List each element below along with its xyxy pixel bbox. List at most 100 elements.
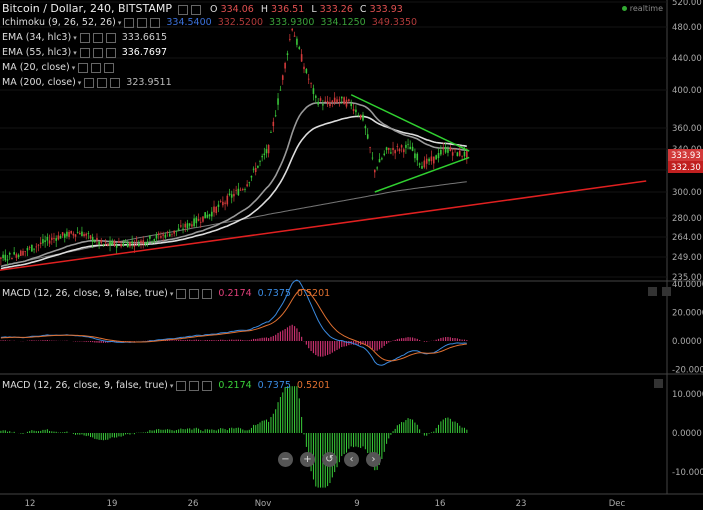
candle [286,50,289,61]
macd-legend[interactable]: MACD (12, 26, close, 9, false, true) ▾ 0.2… [2,287,330,301]
candle-body [329,102,331,107]
caret-down-icon[interactable]: ▾ [117,19,122,27]
macd-panel-2[interactable] [0,386,468,488]
macd-legend[interactable]: MACD (12, 26, close, 9, false, true) ▾ 0.2… [2,379,330,393]
maximize-panel-icon[interactable] [648,287,657,296]
candle-body [407,143,409,145]
candle [87,231,90,240]
candle-body [135,239,138,241]
candle-body [355,109,357,113]
candle [120,240,122,249]
candle-body [193,218,195,227]
candle-body [111,241,114,245]
close-icon[interactable] [202,288,213,299]
close-icon[interactable] [105,47,116,58]
collapse-panel-icon[interactable] [662,287,671,296]
candle-body [166,231,169,233]
settings-icon[interactable] [92,47,103,58]
candle-body [322,104,324,106]
candle-body [442,148,445,150]
indicator-legend[interactable]: EMA (55, hlc3) ▾ 336.7697 [2,46,167,60]
candle [184,221,187,232]
candle [411,142,414,152]
indicator-legend[interactable]: MA (200, close) ▾ 323.9511 [2,76,172,90]
candle-body [61,232,64,236]
caret-down-icon[interactable]: ▾ [71,64,76,72]
settings-icon[interactable] [137,17,148,28]
maximize-panel-icon[interactable] [654,379,663,388]
candle-body [133,245,136,247]
indicator-value: 334.1250 [320,17,366,28]
candle-body [98,241,100,245]
candle [213,200,215,217]
trendline-triangle-lower [374,156,470,193]
candle-body [175,230,178,232]
candle [0,257,2,266]
eye-icon[interactable] [84,77,95,88]
eye-icon[interactable] [79,32,90,43]
candle-body [63,234,66,238]
indicator-legend[interactable]: Ichimoku (9, 26, 52, 26) ▾ 334.5400 332.520… [2,16,417,30]
zoom-in-icon[interactable]: + [300,452,315,467]
eye-icon[interactable] [79,47,90,58]
candle [239,187,242,191]
candle-body [46,236,49,241]
candle [89,234,92,240]
candle [319,96,322,102]
macd-panel-1[interactable] [0,279,468,366]
candle-body [0,257,2,259]
settings-icon[interactable] [191,4,202,15]
candle-body [239,189,242,191]
price-tag: 333.93 [671,151,701,161]
caret-down-icon[interactable]: ▾ [169,290,174,298]
eye-icon[interactable] [176,380,187,391]
settings-icon[interactable] [189,380,200,391]
settings-icon[interactable] [189,288,200,299]
candle [42,233,44,246]
candle [254,162,257,176]
settings-icon[interactable] [97,77,108,88]
price-panel[interactable] [0,1,667,278]
candle [197,213,200,222]
caret-down-icon[interactable]: ▾ [77,79,82,87]
candle [164,232,167,240]
candle [100,237,103,245]
candle [17,253,20,260]
settings-icon[interactable] [91,62,102,73]
candle-body [124,241,127,243]
candle [298,45,301,50]
scroll-back-icon[interactable]: ‹ [344,452,359,467]
settings-icon[interactable] [92,32,103,43]
close-icon[interactable] [104,62,115,73]
close-icon[interactable] [105,32,116,43]
price-tick-label: 360.00 [672,124,702,134]
scroll-forward-icon[interactable]: › [366,452,381,467]
indicator-legend[interactable]: MA (20, close) ▾ [2,61,115,75]
eye-icon[interactable] [78,62,89,73]
eye-icon[interactable] [124,17,135,28]
candle [366,128,369,140]
time-tick-label: 16 [435,499,446,509]
zoom-out-icon[interactable]: − [278,452,293,467]
macd2-tick-label: -10.0000 [672,468,703,478]
indicator-legend[interactable]: EMA (34, hlc3) ▾ 333.6615 [2,31,167,45]
close-icon[interactable] [150,17,161,28]
candle-body [186,223,189,229]
close-icon[interactable] [110,77,121,88]
caret-down-icon[interactable]: ▾ [169,382,174,390]
candle [83,232,85,238]
candle [142,236,145,249]
eye-icon[interactable] [178,4,189,15]
candle [454,148,456,153]
candle-body [219,200,222,202]
candle-body [430,156,433,162]
caret-down-icon[interactable]: ▾ [73,49,77,57]
close-icon[interactable] [202,380,213,391]
eye-icon[interactable] [176,288,187,299]
reset-icon[interactable]: ↺ [322,452,337,467]
candle-body [451,152,454,156]
candle [267,144,270,158]
caret-down-icon[interactable]: ▾ [73,34,77,42]
macd1-tick-label: 0.0000 [672,337,702,347]
